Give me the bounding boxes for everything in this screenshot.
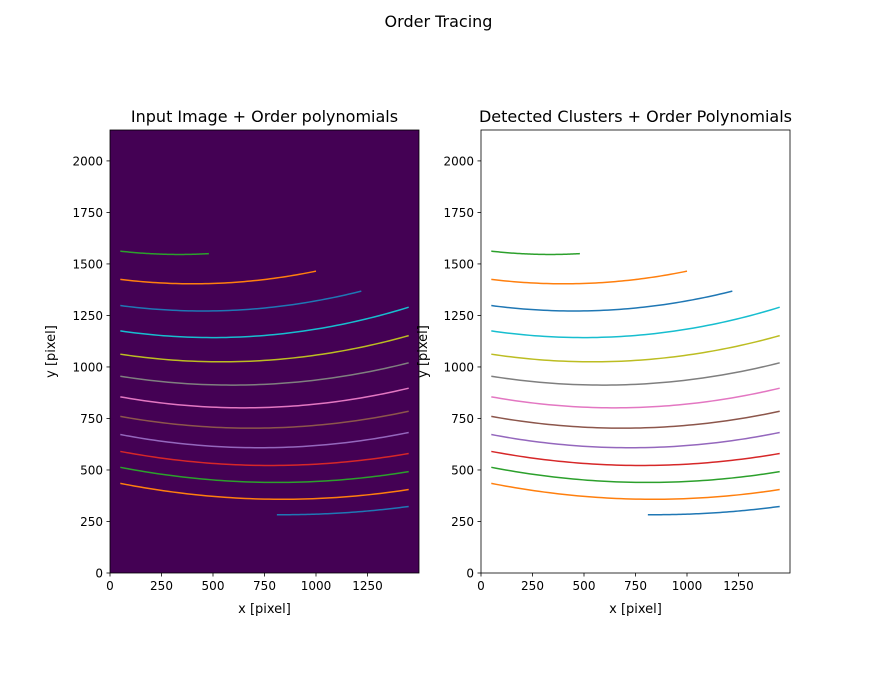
left-x-tick-label: 0: [106, 579, 114, 593]
right-series-line-12: [491, 250, 580, 256]
left-x-tick-label: 1000: [301, 579, 332, 593]
left-series-line-2: [120, 466, 409, 484]
right-y-tick-label: 1000: [443, 360, 474, 374]
right-series-line-7: [491, 362, 780, 386]
right-series-line-1: [491, 482, 780, 501]
left-y-tick-label: 250: [80, 515, 103, 529]
right-x-tick-label: 0: [477, 579, 485, 593]
left-series-line-0: [276, 505, 409, 516]
right-series-line-8: [491, 334, 780, 363]
right-y-tick-label: 2000: [443, 154, 474, 168]
left-x-tick-label: 500: [202, 579, 225, 593]
right-x-tick-label: 1000: [672, 579, 703, 593]
right-series-line-2: [491, 466, 780, 484]
right-axes-title: Detected Clusters + Order Polynomials: [479, 107, 792, 126]
left-axes: Input Image + Order polynomials x [pixel…: [44, 107, 420, 617]
left-series-line-3: [120, 450, 409, 467]
right-y-tick-label: 1750: [443, 206, 474, 220]
left-y-tick-label: 1250: [72, 309, 103, 323]
left-y-tick-label: 1000: [72, 360, 103, 374]
right-y-tick-label: 1250: [443, 309, 474, 323]
right-y-axis-label: y [pixel]: [416, 325, 431, 378]
right-series-line-0: [647, 505, 780, 516]
right-series-line-9: [491, 306, 780, 339]
left-series-line-6: [120, 387, 409, 409]
right-series-line-6: [491, 387, 780, 409]
right-series-line-3: [491, 450, 780, 467]
left-y-tick-label: 500: [80, 463, 103, 477]
left-axes-title: Input Image + Order polynomials: [131, 107, 398, 126]
left-series-line-12: [120, 250, 209, 256]
left-y-tick-label: 1750: [72, 206, 103, 220]
right-x-tick-label: 1250: [723, 579, 754, 593]
left-y-axis-label: y [pixel]: [44, 325, 59, 378]
right-x-axis-label: x [pixel]: [609, 602, 662, 617]
right-series-line-10: [491, 290, 733, 312]
right-x-tick-label: 750: [624, 579, 647, 593]
left-x-tick-label: 1250: [352, 579, 383, 593]
right-axes: Detected Clusters + Order Polynomials x …: [416, 107, 792, 617]
left-y-tick-label: 1500: [72, 257, 103, 271]
left-series-line-5: [120, 410, 409, 429]
right-x-tick-label: 250: [521, 579, 544, 593]
left-y-tick-label: 2000: [72, 154, 103, 168]
right-y-tick-label: 500: [451, 463, 474, 477]
left-x-axis-label: x [pixel]: [238, 602, 291, 617]
left-series-line-10: [120, 290, 362, 312]
right-x-tick-label: 500: [573, 579, 596, 593]
left-series-line-1: [120, 482, 409, 501]
right-y-tick-label: 750: [451, 412, 474, 426]
right-y-tick-label: 250: [451, 515, 474, 529]
left-series-line-8: [120, 334, 409, 363]
left-y-tick-label: 750: [80, 412, 103, 426]
left-x-tick-label: 250: [150, 579, 173, 593]
left-series-line-9: [120, 306, 409, 339]
figure-title: Order Tracing: [385, 12, 493, 31]
left-plot-background: [110, 130, 419, 573]
left-series-line-7: [120, 362, 409, 386]
left-series-line-11: [120, 270, 317, 285]
right-series-line-11: [491, 270, 688, 285]
left-series-line-4: [120, 431, 409, 449]
right-plot-background: [481, 130, 790, 573]
right-y-tick-label: 1500: [443, 257, 474, 271]
right-series-line-5: [491, 410, 780, 429]
left-y-tick-label: 0: [95, 567, 103, 581]
right-y-tick-label: 0: [466, 567, 474, 581]
right-series-line-4: [491, 431, 780, 449]
left-x-tick-label: 750: [253, 579, 276, 593]
